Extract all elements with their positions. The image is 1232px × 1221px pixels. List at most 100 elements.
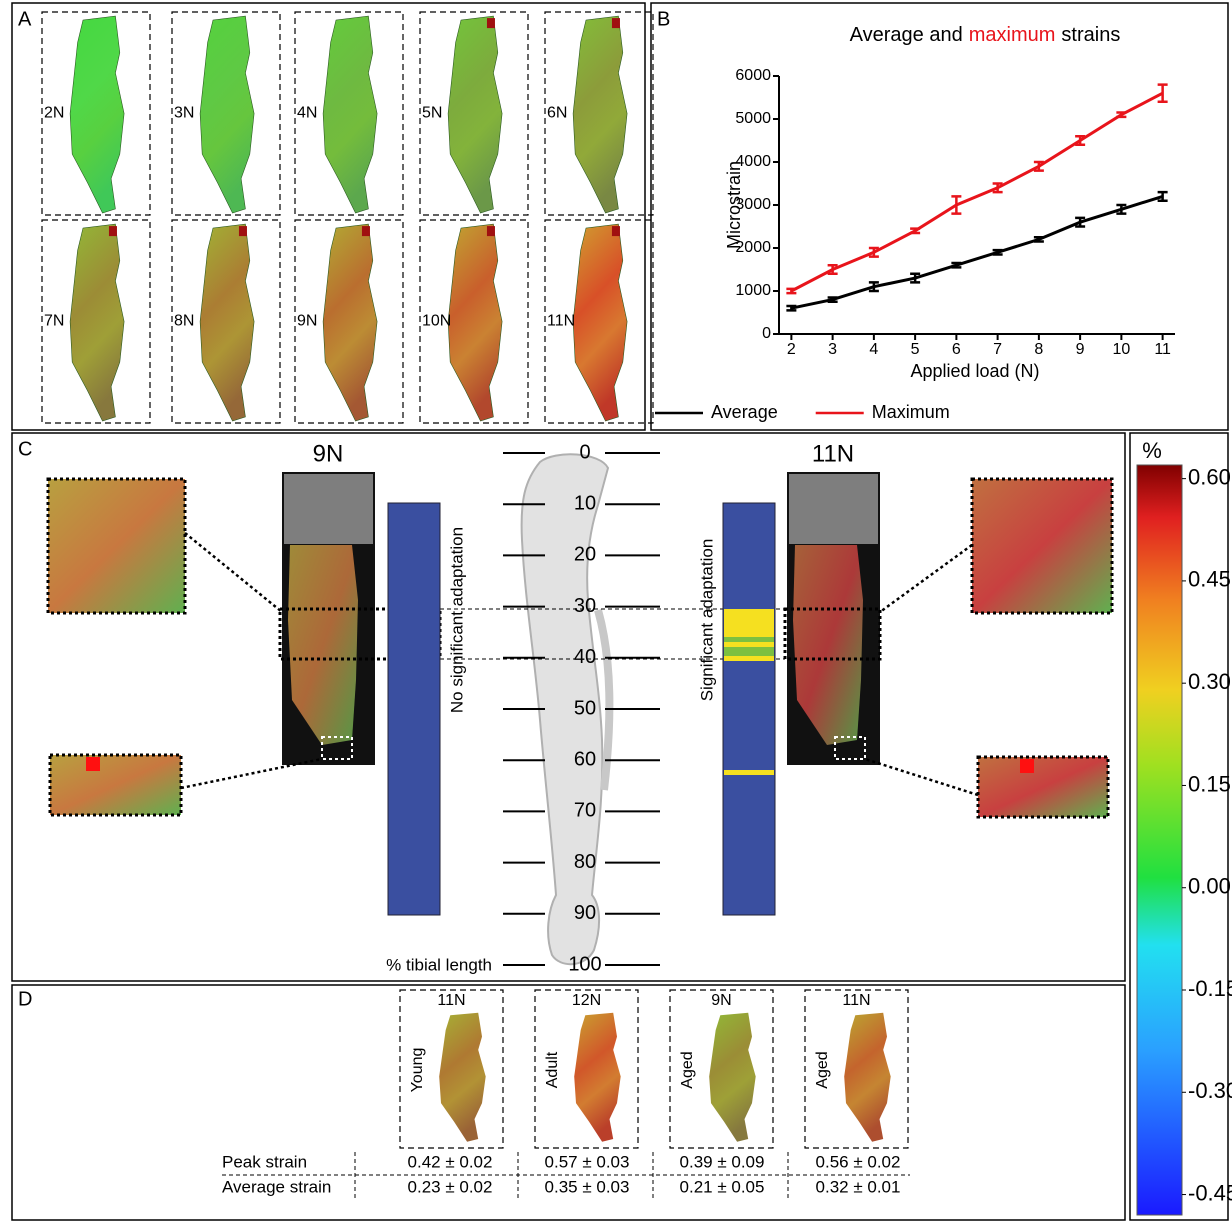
load-label: 11N <box>547 313 575 330</box>
y-axis-label: Microstrain <box>724 161 744 249</box>
table-cell: 0.39 ± 0.09 <box>680 1152 765 1171</box>
load-label: 7N <box>44 313 64 330</box>
significant-region <box>724 637 774 642</box>
title-segment: maximum <box>969 24 1056 46</box>
scale-tick-label: 80 <box>574 851 596 873</box>
strain-map <box>447 15 503 214</box>
scale-tick-label: 90 <box>574 902 596 924</box>
adaptation-bar <box>722 502 776 916</box>
panel-frame <box>1129 432 1229 1221</box>
error-bar <box>992 182 1003 194</box>
load-label: 8N <box>174 313 194 330</box>
load-label: 9N <box>711 992 731 1009</box>
strain-map <box>69 15 125 214</box>
load-label: 9N <box>313 440 344 467</box>
table-lines <box>222 1152 910 1200</box>
x-tick-label: 4 <box>869 341 878 358</box>
scale-tick-label: 50 <box>574 697 596 719</box>
zoom-hotspot <box>1020 759 1034 773</box>
x-axis-label: Applied load (N) <box>910 361 1039 381</box>
scale-tick-label: 30 <box>574 595 596 617</box>
strain-overlay <box>288 545 358 745</box>
scale-label: % tibial length <box>386 955 492 974</box>
error-bar <box>868 246 879 258</box>
colorbar-tick-label: -0.30 <box>1188 1078 1232 1103</box>
group-label: Aged <box>814 1051 831 1088</box>
map-frame <box>294 219 404 424</box>
error-bar <box>1157 190 1168 202</box>
scale-tick-label: 0 <box>579 441 590 463</box>
strain-hotspot <box>611 226 620 237</box>
micrograph-bone <box>789 474 878 544</box>
scale-tick-label: 70 <box>574 800 596 822</box>
map-frame <box>804 989 909 1149</box>
zoom-region <box>834 736 866 760</box>
strain-map <box>709 1012 756 1142</box>
load-label: 12N <box>572 992 601 1009</box>
y-tick-label: 6000 <box>735 67 771 84</box>
map-frame <box>544 11 654 216</box>
data-line <box>791 194 1164 310</box>
map-frame <box>399 989 504 1149</box>
strain-map <box>844 1012 891 1142</box>
scale-tick-label: 60 <box>574 748 596 770</box>
error-bar <box>951 261 962 269</box>
bar-label: No significant adaptation <box>447 527 466 713</box>
strain-map <box>199 15 255 214</box>
zoom-inset-frame <box>46 477 187 615</box>
strain-map <box>439 1012 486 1142</box>
adaptation-bar <box>387 502 441 916</box>
zoom-inset <box>50 755 181 815</box>
strain-hotspot <box>486 226 495 237</box>
error-bar <box>992 248 1003 256</box>
legend-label: Maximum <box>872 402 950 422</box>
colorbar-tick-label: 0.60 <box>1188 464 1231 489</box>
strain-hotspot <box>611 18 620 29</box>
panel-frame <box>11 984 1126 1221</box>
data-line <box>790 91 1164 293</box>
map-frame <box>41 219 151 424</box>
map-frame <box>534 989 639 1149</box>
error-bar <box>786 304 797 312</box>
load-label: 3N <box>174 105 194 122</box>
zoom-inset <box>978 757 1108 817</box>
y-tick-label: 1000 <box>735 282 771 299</box>
error-bar <box>1116 111 1127 119</box>
y-tick-label: 3000 <box>735 196 771 213</box>
error-bar <box>827 263 838 276</box>
colorbar-tick-label: 0.30 <box>1188 669 1231 694</box>
map-frame <box>171 11 281 216</box>
zoom-connectors <box>180 532 979 797</box>
y-tick-label: 2000 <box>735 239 771 256</box>
panel-letter: C <box>18 438 32 460</box>
bar-label: Significant adaptation <box>697 539 716 702</box>
colorbar-unit: % <box>1142 438 1162 463</box>
error-bar <box>1157 83 1168 104</box>
panel-letter: D <box>18 988 32 1010</box>
tibia-render <box>520 453 610 966</box>
strain-map <box>447 223 503 422</box>
zoom-region <box>783 607 882 661</box>
scale-tick-label: 20 <box>574 544 596 566</box>
row-label: Average strain <box>222 1177 331 1196</box>
error-bar <box>1075 216 1086 228</box>
scale-tick-label: 40 <box>574 646 596 668</box>
strain-map <box>322 15 378 214</box>
y-tick-label: 0 <box>762 325 771 342</box>
x-tick-label: 6 <box>952 341 961 358</box>
table-cell: 0.56 ± 0.02 <box>816 1152 901 1171</box>
zoom-region <box>321 736 353 760</box>
scale-tick-label: 10 <box>574 492 596 514</box>
map-frame <box>41 11 151 216</box>
x-tick-label: 11 <box>1154 341 1171 358</box>
group-label: Young <box>409 1048 426 1093</box>
colorbar-tick-label: -0.15 <box>1188 976 1232 1001</box>
colorbar <box>1136 464 1183 1216</box>
strain-map <box>572 15 628 214</box>
strain-hotspot <box>486 18 495 29</box>
panel-frame <box>11 2 646 431</box>
x-tick-label: 2 <box>787 341 796 358</box>
zoom-inset <box>48 479 185 613</box>
strain-map <box>69 223 125 422</box>
